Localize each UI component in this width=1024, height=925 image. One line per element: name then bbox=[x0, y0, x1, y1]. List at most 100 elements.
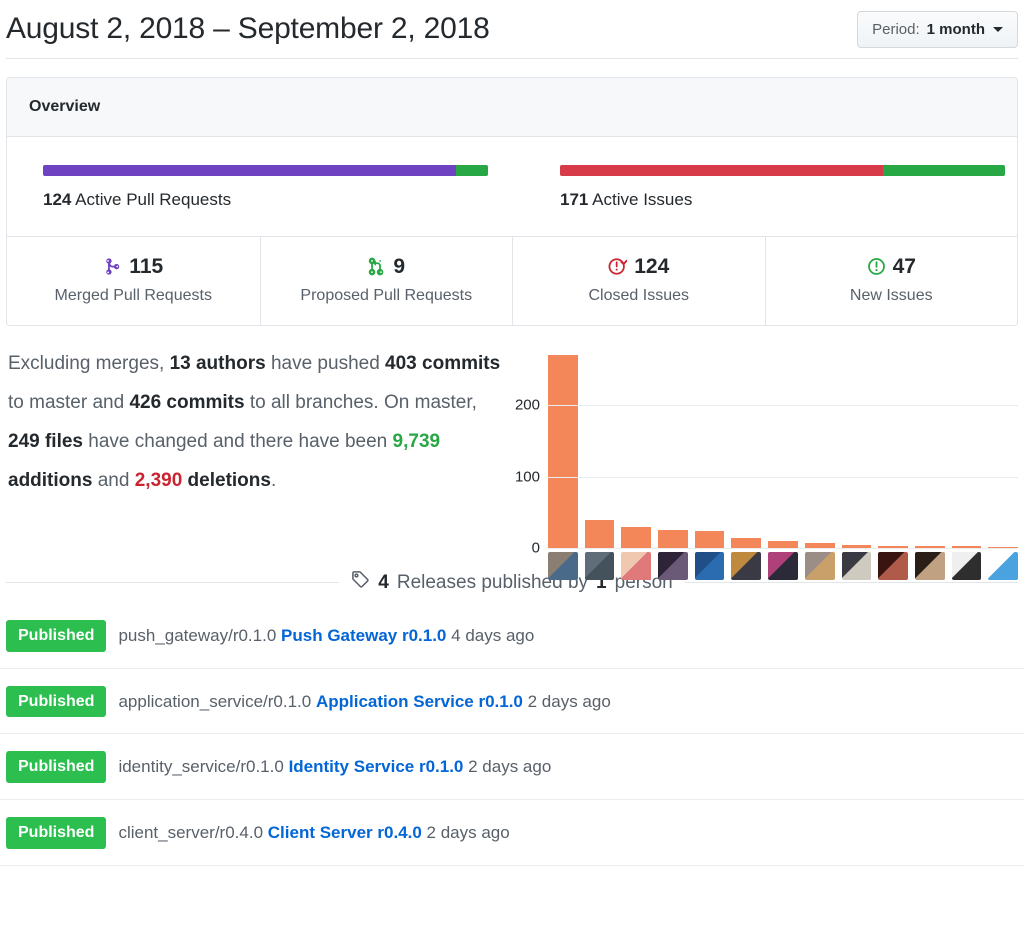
chart-author-avatars bbox=[548, 552, 1018, 581]
stat-new-value-row: 47 bbox=[772, 253, 1012, 280]
chart-bar[interactable] bbox=[951, 546, 982, 549]
issues-new-segment bbox=[882, 165, 1005, 176]
releases-person-count: 1 bbox=[596, 571, 607, 593]
stat-merged-pull-requests[interactable]: 115 Merged Pull Requests bbox=[7, 237, 260, 325]
active-pull-requests-cell: 124 Active Pull Requests bbox=[7, 165, 524, 210]
status-badge: Published bbox=[6, 620, 107, 652]
releases-rule-right bbox=[684, 582, 1019, 584]
avatar[interactable] bbox=[951, 552, 982, 581]
commits-summary: Excluding merges, 13 authors have pushed… bbox=[6, 344, 506, 500]
avatar[interactable] bbox=[694, 552, 725, 581]
chart-bar[interactable] bbox=[694, 531, 725, 549]
chart-bar[interactable] bbox=[878, 546, 908, 549]
stat-closed-issues[interactable]: 124 Closed Issues bbox=[512, 237, 765, 326]
stat-merged-label: Merged Pull Requests bbox=[54, 287, 212, 305]
issues-closed-segment bbox=[560, 165, 883, 176]
releases-heading-mid: Releases published by bbox=[396, 571, 589, 593]
release-timestamp: 2 days ago bbox=[527, 691, 611, 711]
commits-master-count: 403 commits bbox=[385, 353, 501, 375]
active-pull-requests-label: Active Pull Requests bbox=[75, 190, 232, 209]
chart-bar[interactable] bbox=[804, 543, 835, 549]
chart-plot-area: 0 100 200 bbox=[506, 348, 1018, 581]
commits-section: Excluding merges, 13 authors have pushed… bbox=[6, 344, 1018, 581]
git-merge-icon bbox=[103, 257, 122, 276]
active-issues-count: 171 bbox=[560, 190, 589, 209]
release-timestamp: 2 days ago bbox=[426, 822, 510, 842]
avatar[interactable] bbox=[841, 552, 872, 581]
release-name-link[interactable]: Application Service r0.1.0 bbox=[315, 691, 523, 711]
stat-closed-value: 124 bbox=[634, 255, 670, 278]
chart-bar[interactable] bbox=[731, 538, 762, 549]
release-name-link[interactable]: Client Server r0.4.0 bbox=[267, 822, 422, 842]
active-issues-caption: 171 Active Issues bbox=[560, 190, 1005, 210]
release-tag[interactable]: identity_service/r0.1.0 bbox=[118, 757, 284, 777]
stat-new-issues[interactable]: 47 New Issues bbox=[764, 237, 1018, 326]
avatar[interactable] bbox=[548, 552, 578, 581]
release-tag[interactable]: application_service/r0.1.0 bbox=[118, 691, 312, 711]
release-name-link[interactable]: Identity Service r0.1.0 bbox=[288, 757, 464, 777]
release-text: client_server/r0.4.0 Client Server r0.4.… bbox=[118, 823, 509, 843]
commits-mid2: to master and bbox=[8, 392, 130, 414]
commits-mid1: have pushed bbox=[265, 353, 386, 375]
chart-bar[interactable] bbox=[658, 530, 688, 549]
pull-requests-split-bar bbox=[43, 165, 488, 176]
avatar[interactable] bbox=[584, 552, 615, 581]
period-value: 1 month bbox=[926, 20, 985, 38]
chart-bar[interactable] bbox=[768, 541, 798, 549]
page-title: August 2, 2018 – September 2, 2018 bbox=[6, 12, 490, 45]
avatar[interactable] bbox=[804, 552, 835, 581]
active-pull-requests-caption: 124 Active Pull Requests bbox=[43, 190, 488, 210]
chart-bar[interactable] bbox=[841, 544, 872, 549]
chart-ytick-label: 0 bbox=[531, 539, 540, 557]
chart-bars bbox=[548, 348, 1018, 549]
avatar[interactable] bbox=[621, 552, 652, 581]
commits-mid3: to all branches. On master, bbox=[244, 392, 477, 414]
avatar[interactable] bbox=[988, 552, 1018, 581]
commits-mid5: and bbox=[92, 470, 135, 492]
release-tag[interactable]: client_server/r0.4.0 bbox=[118, 822, 264, 842]
commits-additions-number: 9,739 bbox=[392, 431, 441, 453]
active-issues-cell: 171 Active Issues bbox=[524, 165, 1017, 210]
chart-bar[interactable] bbox=[621, 526, 652, 549]
overview-panel: Overview 124 Active Pull Requests 17 bbox=[6, 77, 1018, 327]
chevron-down-icon bbox=[993, 26, 1003, 32]
stat-proposed-value-row: 9 bbox=[267, 253, 507, 280]
release-row: Published application_service/r0.1.0 Appl… bbox=[0, 669, 1024, 735]
chart-ytick-label: 200 bbox=[514, 396, 540, 414]
commits-deletions-number: 2,390 bbox=[134, 470, 183, 492]
stat-merged-value: 115 bbox=[129, 255, 164, 278]
release-row: Published client_server/r0.4.0 Client Ser… bbox=[0, 800, 1024, 866]
release-tag[interactable]: push_gateway/r0.1.0 bbox=[118, 626, 277, 646]
commits-suffix: . bbox=[270, 470, 277, 492]
stat-proposed-pull-requests[interactable]: 9 Proposed Pull Requests bbox=[259, 237, 513, 326]
release-row: Published identity_service/r0.1.0 Identit… bbox=[0, 734, 1024, 801]
chart-bar[interactable] bbox=[988, 546, 1018, 549]
commits-mid4: have changed and there have been bbox=[83, 431, 393, 453]
chart-bar[interactable] bbox=[584, 519, 615, 549]
stat-proposed-value: 9 bbox=[393, 255, 406, 278]
chart-bar[interactable] bbox=[548, 355, 578, 549]
stat-closed-value-row: 124 bbox=[519, 253, 759, 280]
stat-new-label: New Issues bbox=[849, 287, 933, 305]
issue-opened-icon bbox=[867, 257, 886, 276]
active-pull-requests-count: 124 bbox=[43, 190, 72, 209]
status-badge: Published bbox=[6, 685, 107, 718]
period-dropdown-button[interactable]: Period: 1 month bbox=[857, 10, 1018, 48]
commits-deletions-word: deletions bbox=[182, 470, 271, 492]
pr-proposed-segment bbox=[455, 165, 488, 176]
commits-authors: 13 authors bbox=[169, 353, 266, 375]
header-divider bbox=[6, 58, 1018, 59]
avatar[interactable] bbox=[658, 552, 688, 581]
avatar[interactable] bbox=[768, 552, 798, 581]
stat-merged-value-row: 115 bbox=[13, 253, 254, 280]
avatar[interactable] bbox=[731, 552, 762, 581]
stat-proposed-label: Proposed Pull Requests bbox=[300, 287, 473, 305]
release-name-link[interactable]: Push Gateway r0.1.0 bbox=[281, 626, 447, 646]
commits-all-count: 426 commits bbox=[129, 392, 245, 414]
chart-bar[interactable] bbox=[914, 546, 945, 549]
avatar[interactable] bbox=[914, 552, 945, 581]
avatar[interactable] bbox=[878, 552, 908, 581]
stat-new-value: 47 bbox=[892, 255, 916, 278]
commits-prefix: Excluding merges, bbox=[8, 353, 170, 375]
